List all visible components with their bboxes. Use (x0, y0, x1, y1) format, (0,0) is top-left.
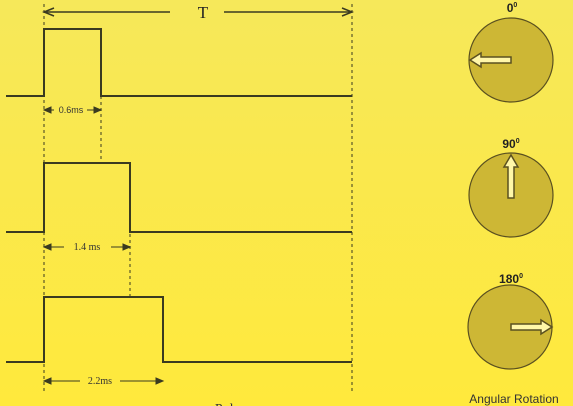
arrow-right-icon (510, 318, 554, 336)
dial-2-angle-label: 900 (502, 137, 519, 151)
pulse-3-waveform (6, 296, 352, 363)
dial-1-angle-label: 00 (507, 1, 518, 15)
arrow-left-icon (468, 51, 512, 69)
dial-3-angle-label: 1800 (499, 272, 523, 286)
pulse-2-waveform (6, 162, 352, 233)
bottom-pulse-label: Pulse (215, 402, 245, 406)
pulse-3-width-arrow (42, 377, 165, 385)
pulse-1-width-arrow (42, 106, 103, 114)
pulse-1-waveform (6, 28, 352, 97)
pulse-2-width-label: 1.4 ms (74, 242, 101, 253)
pulse-3-width-label: 2.2ms (88, 376, 112, 387)
pulse-2-width-arrow (42, 243, 132, 251)
angular-rotation-caption: Angular Rotation (469, 392, 558, 406)
pulse-1-width-label: 0.6ms (59, 105, 84, 115)
arrow-up-icon (502, 153, 520, 199)
period-label: T (198, 3, 209, 22)
